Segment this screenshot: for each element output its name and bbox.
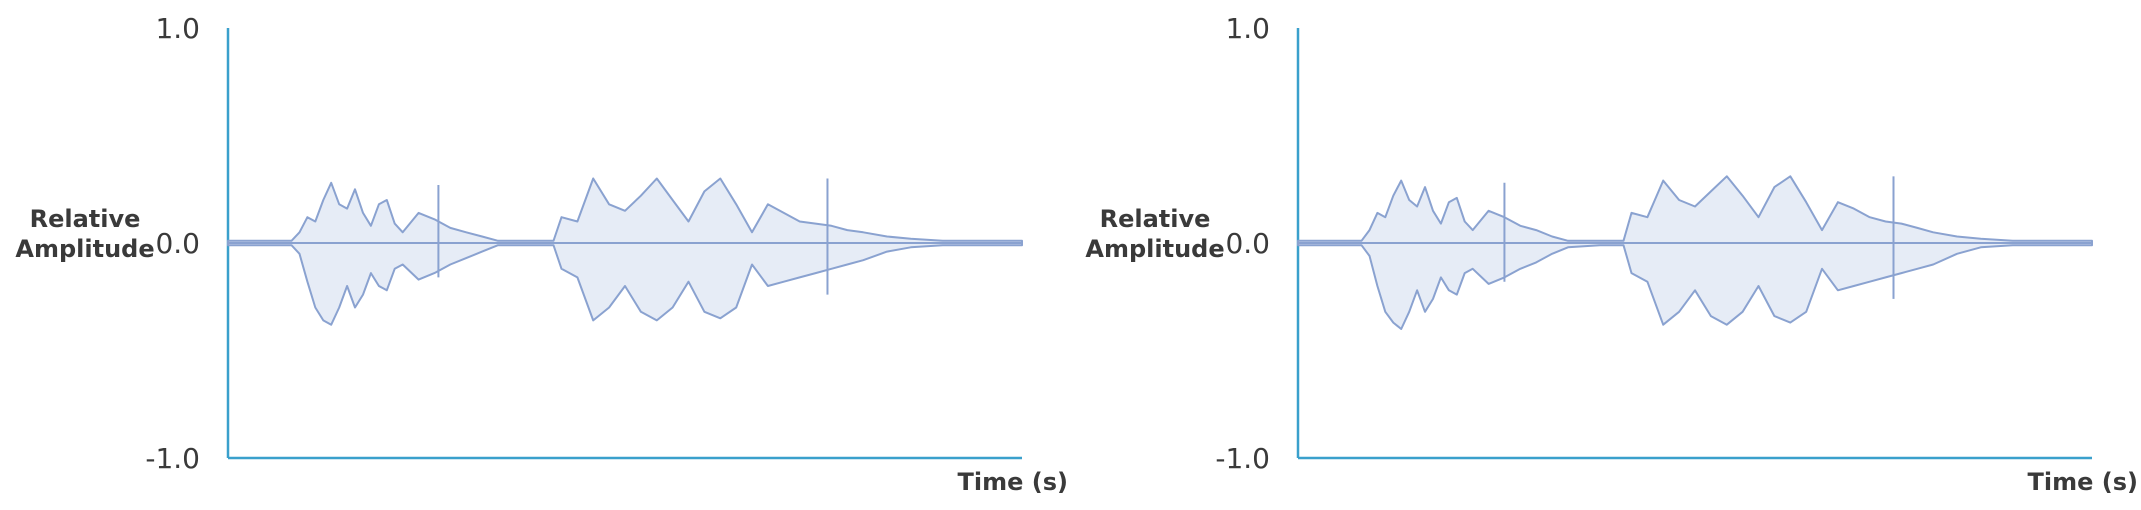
waveform-envelope xyxy=(227,177,1023,326)
chart-panel-left: 1.0 0.0 -1.0 Relative Amplitude Time (s) xyxy=(0,0,1070,510)
y-axis-title-line: Relative xyxy=(1100,205,1211,233)
y-axis-title-line: Amplitude xyxy=(1085,235,1224,263)
y-axis-title-line: Relative xyxy=(30,205,141,233)
y-tick-label: 1.0 xyxy=(155,12,200,45)
y-axis-title-line: Amplitude xyxy=(15,235,154,263)
y-tick-label: 1.0 xyxy=(1225,12,1270,45)
y-tick-label: -1.0 xyxy=(1215,442,1270,475)
x-axis-title: Time (s) xyxy=(2028,468,2138,496)
y-tick-label: 0.0 xyxy=(155,227,200,260)
chart-panel-right: 1.0 0.0 -1.0 Relative Amplitude Time (s) xyxy=(1070,0,2140,510)
waveform-envelope xyxy=(1297,175,2093,330)
y-tick-label: -1.0 xyxy=(145,442,200,475)
x-axis-title: Time (s) xyxy=(958,468,1068,496)
y-tick-label: 0.0 xyxy=(1225,227,1270,260)
